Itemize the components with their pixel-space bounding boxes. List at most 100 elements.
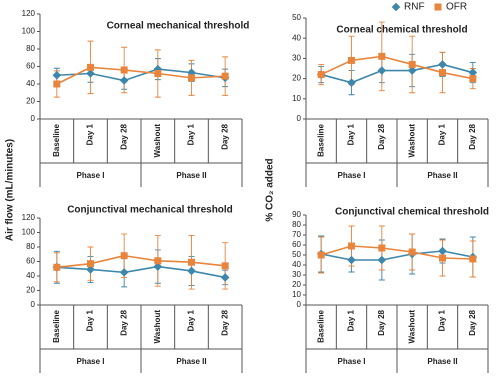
y-tick-label: 0 — [31, 114, 36, 123]
series-line — [320, 245, 473, 260]
data-point — [119, 76, 129, 85]
y-tick-label: 90 — [292, 210, 301, 219]
data-point — [86, 69, 95, 78]
data-point — [438, 246, 447, 256]
y-tick-label: 50 — [292, 13, 301, 22]
phase-label: Phase I — [76, 357, 104, 366]
series-line — [320, 55, 473, 80]
x-tick-label: Day 1 — [347, 123, 356, 145]
data-point — [119, 268, 129, 277]
chart-title: Conjunctival mechanical threshold — [67, 205, 233, 216]
legend-label: RNF — [404, 2, 425, 13]
y-tick-label: 0 — [297, 114, 302, 123]
data-point — [348, 56, 355, 64]
chart-title: Corneal mechanical threshold — [107, 21, 250, 32]
data-point — [154, 257, 162, 265]
x-tick-label: Day 28 — [377, 309, 386, 335]
data-point — [439, 254, 446, 262]
y-tick-label: 0 — [31, 300, 36, 309]
y-tick-label: 20 — [292, 280, 301, 289]
y-tick-label: 10 — [292, 290, 301, 299]
y-tick-label: 120 — [22, 9, 36, 18]
x-tick-label: Day 28 — [377, 123, 386, 149]
y-tick-label: 40 — [292, 260, 301, 269]
y-tick-label: 40 — [26, 79, 35, 88]
data-point — [378, 244, 386, 252]
x-tick-label: Washout — [407, 310, 416, 344]
y-tick-label: 80 — [26, 44, 35, 53]
legend-marker — [434, 3, 442, 11]
phase-label: Phase I — [337, 357, 365, 366]
x-tick-label: Washout — [153, 124, 162, 158]
x-tick-label: Day 1 — [86, 123, 95, 145]
x-tick-label: Day 1 — [438, 123, 447, 145]
data-point — [154, 70, 162, 77]
legend-marker — [391, 2, 401, 12]
data-point — [317, 251, 325, 259]
series-line — [320, 63, 474, 84]
y-tick-label: 40 — [292, 33, 301, 42]
y-tick-label: 0 — [297, 300, 302, 309]
x-tick-label: Day 1 — [347, 309, 356, 331]
data-point — [220, 273, 230, 282]
data-point — [221, 72, 229, 80]
y-tick-label: 100 — [22, 27, 36, 36]
y-tick-label: 10 — [292, 94, 301, 103]
y-tick-label: 40 — [26, 271, 35, 280]
y-axis-title: % CO₂ added — [265, 158, 276, 221]
data-point — [468, 68, 478, 77]
data-point — [408, 248, 416, 256]
x-tick-label: Day 28 — [220, 123, 229, 149]
chart-title: Corneal chemical threshold — [336, 25, 467, 36]
y-tick-label: 20 — [26, 286, 35, 295]
x-tick-label: Baseline — [52, 123, 61, 156]
x-tick-label: Day 1 — [438, 309, 447, 331]
data-point — [120, 66, 128, 74]
x-tick-label: Day 28 — [468, 309, 477, 335]
data-point — [377, 255, 387, 265]
x-tick-label: Day 1 — [187, 309, 196, 331]
x-tick-label: Baseline — [316, 309, 325, 342]
data-point — [408, 60, 416, 68]
y-axis-title: Air flow (mL/minutes) — [5, 139, 16, 241]
series-line — [56, 66, 226, 85]
x-tick-label: Baseline — [316, 123, 325, 156]
data-point — [317, 71, 325, 79]
x-tick-label: Day 1 — [86, 309, 95, 331]
y-tick-label: 60 — [26, 257, 35, 266]
data-point — [187, 266, 196, 276]
data-point — [438, 60, 447, 69]
y-tick-label: 20 — [26, 97, 35, 106]
y-tick-label: 30 — [292, 270, 301, 279]
legend-label: OFR — [446, 2, 467, 13]
series-line — [56, 265, 226, 279]
phase-label: Phase II — [176, 357, 206, 366]
y-tick-label: 120 — [22, 213, 36, 222]
series-line — [56, 68, 226, 82]
x-tick-label: Day 28 — [119, 123, 128, 149]
data-point — [87, 260, 94, 268]
x-tick-label: Day 28 — [468, 123, 477, 149]
data-point — [407, 66, 417, 75]
data-point — [378, 52, 386, 60]
data-point — [53, 80, 61, 88]
y-tick-label: 20 — [292, 74, 301, 83]
phase-label: Phase I — [76, 171, 104, 180]
data-point — [188, 74, 195, 82]
y-tick-label: 60 — [26, 62, 35, 71]
x-tick-label: Washout — [153, 310, 162, 344]
phase-label: Phase II — [427, 357, 457, 366]
series-line — [56, 254, 226, 269]
x-tick-label: Day 1 — [187, 123, 196, 145]
data-point — [188, 258, 195, 266]
data-point — [348, 242, 355, 250]
series-line — [321, 250, 473, 261]
data-point — [53, 263, 61, 271]
y-tick-label: 70 — [292, 230, 301, 239]
data-point — [469, 255, 477, 263]
y-tick-label: 30 — [292, 54, 301, 63]
y-tick-label: 60 — [292, 240, 301, 249]
y-tick-label: 100 — [22, 228, 36, 237]
data-point — [87, 63, 94, 71]
data-point — [86, 265, 95, 274]
